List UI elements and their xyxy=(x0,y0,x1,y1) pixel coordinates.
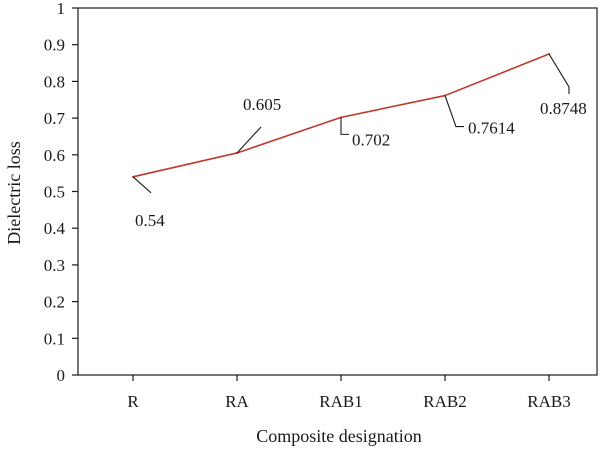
x-tick-label: RAB2 xyxy=(423,392,466,411)
x-tick-label: R xyxy=(127,392,139,411)
data-label-leader xyxy=(444,95,464,128)
data-label: 0.54 xyxy=(135,211,165,230)
plot-frame xyxy=(77,7,598,376)
y-tick-label: 0 xyxy=(57,366,66,385)
y-tick-label: 0.6 xyxy=(44,146,65,165)
x-tick-label: RA xyxy=(225,392,249,411)
data-label-leader xyxy=(132,176,152,194)
series-line xyxy=(132,53,550,178)
plot-frame-layer xyxy=(77,7,598,376)
data-label: 0.8748 xyxy=(540,99,587,118)
data-label-leader xyxy=(548,53,570,94)
y-tick-label: 0.1 xyxy=(44,329,65,348)
data-label: 0.702 xyxy=(352,130,390,149)
y-tick-label: 0.8 xyxy=(44,72,65,91)
y-tick-label: 0.7 xyxy=(44,109,66,128)
data-label: 0.605 xyxy=(243,95,281,114)
x-tick-label: RAB3 xyxy=(527,392,570,411)
y-axis-title: Dielectric loss xyxy=(4,141,24,244)
y-tick-label: 0.3 xyxy=(44,256,65,275)
series-layer xyxy=(132,52,550,178)
y-tick-label: 0.9 xyxy=(44,36,65,55)
y-tick-label: 0.4 xyxy=(44,219,66,238)
x-axis-ticks: R RA RAB1 RAB2 RAB3 xyxy=(127,375,571,411)
y-tick-label: 0.2 xyxy=(44,293,65,312)
y-tick-label: 0.5 xyxy=(44,183,65,202)
y-axis-ticks: 0 0.1 0.2 0.3 0.4 0.5 0.6 0.7 0.8 0.9 1 xyxy=(44,0,78,385)
x-axis-title: Composite designation xyxy=(256,426,422,446)
data-label-leader xyxy=(340,117,349,135)
y-tick-label: 1 xyxy=(57,0,66,18)
data-label: 0.7614 xyxy=(468,119,515,138)
data-labels: 0.54 0.605 0.702 0.7614 0.8748 xyxy=(135,95,587,230)
data-label-leaders xyxy=(132,53,570,194)
x-tick-label: RAB1 xyxy=(319,392,362,411)
data-label-leader xyxy=(236,126,262,154)
